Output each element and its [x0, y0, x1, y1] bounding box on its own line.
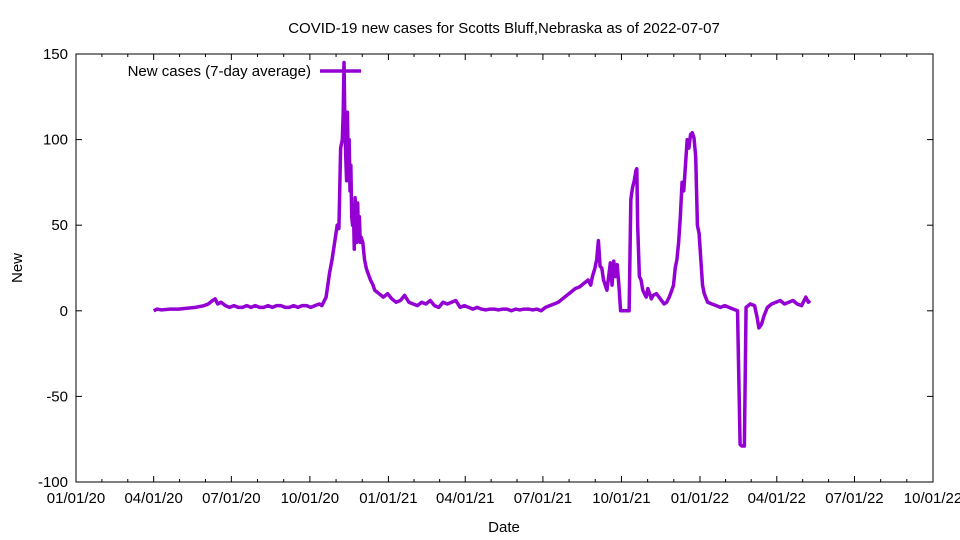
plot-frame	[75, 53, 934, 483]
x-axis-label: Date	[488, 519, 520, 536]
x-tick-label: 01/01/20	[47, 490, 105, 507]
x-tick-label: 04/01/21	[436, 490, 494, 507]
y-tick-label: 100	[43, 132, 68, 149]
x-tick-label: 01/01/21	[359, 490, 417, 507]
x-tick-label: 10/01/20	[281, 490, 339, 507]
y-axis: -100 -50 0 50 100 150	[38, 46, 933, 491]
x-tick-label: 04/01/20	[124, 490, 182, 507]
y-tick-label: 0	[60, 303, 68, 320]
y-axis-label: New	[9, 253, 26, 283]
x-tick-label: 07/01/21	[514, 490, 572, 507]
x-tick-label: 10/01/21	[592, 490, 650, 507]
x-tick-label: 10/01/22	[904, 490, 960, 507]
y-tick-label: -50	[46, 388, 68, 405]
y-tick-label: 50	[51, 217, 68, 234]
y-tick-label: -100	[38, 474, 68, 491]
chart-title: COVID-19 new cases for Scotts Bluff,Nebr…	[288, 20, 720, 37]
y-tick-label: 150	[43, 46, 68, 63]
x-tick-label: 01/01/22	[671, 490, 729, 507]
legend: New cases (7-day average)	[128, 63, 361, 80]
x-tick-label: 07/01/22	[825, 490, 883, 507]
x-tick-label: 04/01/22	[748, 490, 806, 507]
x-axis: 01/01/20 04/01/20 07/01/20 10/01/20 01/01/21…	[47, 54, 960, 507]
x-tick-label: 07/01/20	[202, 490, 260, 507]
series-line-new-cases	[152, 60, 812, 448]
legend-label: New cases (7-day average)	[128, 63, 311, 80]
